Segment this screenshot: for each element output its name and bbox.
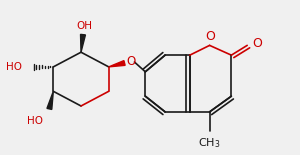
Text: O: O [127,55,136,69]
Polygon shape [47,91,53,109]
Text: O: O [252,37,262,50]
Text: OH: OH [76,21,92,31]
Text: O: O [206,30,215,43]
Polygon shape [80,34,86,52]
Polygon shape [109,61,125,67]
Text: HO: HO [27,116,44,126]
Text: CH$_3$: CH$_3$ [198,136,221,150]
Text: HO: HO [6,62,22,72]
